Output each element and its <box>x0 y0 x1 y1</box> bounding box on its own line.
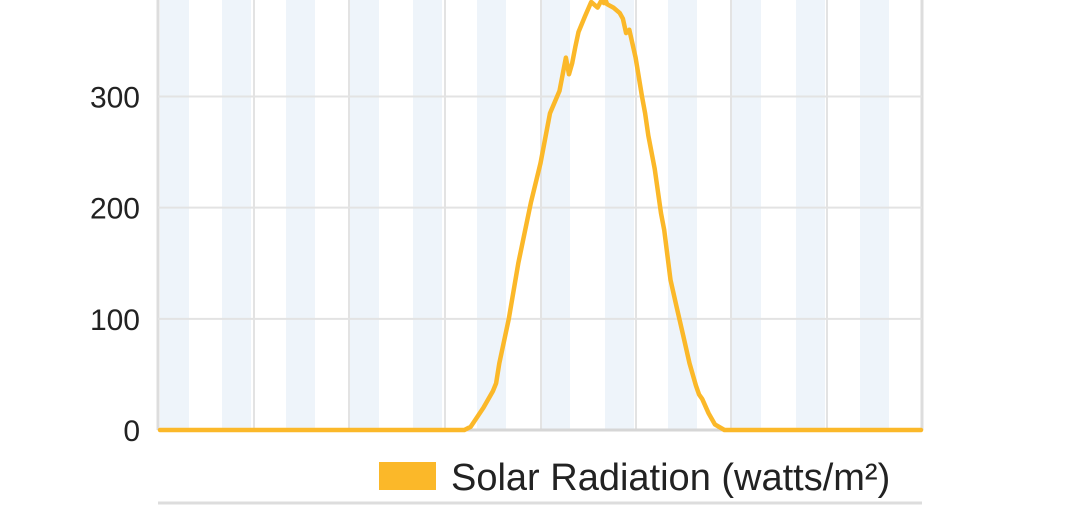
background-band <box>796 0 825 430</box>
y-tick-label: 300 <box>90 81 140 114</box>
series-line-solar-radiation <box>157 0 924 433</box>
legend-label: Solar Radiation (watts/m²) <box>451 457 890 499</box>
series-layer <box>157 0 924 433</box>
background-band <box>350 0 379 430</box>
background-band <box>413 0 442 430</box>
background-band <box>668 0 697 430</box>
background-band <box>605 0 634 430</box>
y-tick-label: 200 <box>90 193 140 226</box>
y-tick-label: 0 <box>123 415 140 448</box>
background-band <box>732 0 761 430</box>
legend: Solar Radiation (watts/m²) <box>379 457 890 499</box>
y-tick-label: 100 <box>90 304 140 337</box>
vertical-gridlines <box>156 0 924 430</box>
background-band <box>286 0 315 430</box>
background-band <box>160 0 189 430</box>
background-band <box>860 0 889 430</box>
background-band <box>222 0 251 430</box>
legend-swatch <box>379 462 436 490</box>
background-band <box>477 0 506 430</box>
y-axis-tick-labels: 0 100 200 300 <box>90 81 140 448</box>
background-bands <box>160 0 889 430</box>
